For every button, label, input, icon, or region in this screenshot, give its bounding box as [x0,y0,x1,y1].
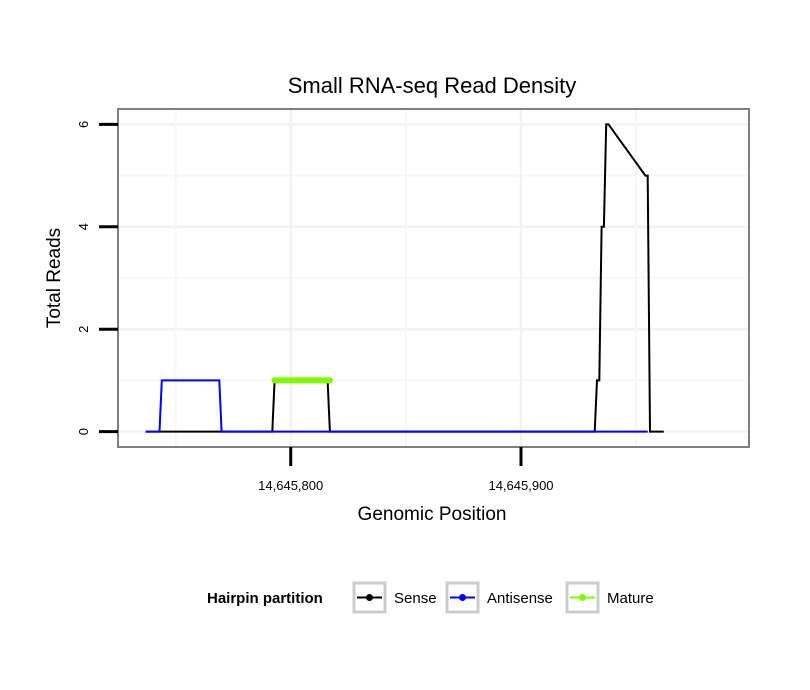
legend-title: Hairpin partition [207,590,323,607]
x-axis-title: Genomic Position [358,504,507,525]
gridlines [118,109,749,447]
legend-label-antisense: Antisense [487,590,553,607]
legend-label-sense: Sense [394,590,437,607]
y-tick-label: 6 [76,121,91,128]
series-layer [145,123,664,433]
y-axis: 0 2 4 6 [76,121,118,435]
legend-label-mature: Mature [607,590,654,607]
y-axis-title: Total Reads [44,228,65,328]
series-line-antisense [145,379,648,433]
legend-key-point-sense [366,594,373,601]
chart-title: Small RNA-seq Read Density [288,73,577,98]
y-tick-label: 0 [76,428,91,435]
y-tick-label: 2 [76,326,91,333]
legend: Hairpin partition Sense Antisense Mature [207,581,654,614]
x-tick-label: 14,645,800 [258,478,323,493]
x-axis: 14,645,800 14,645,900 [258,447,554,493]
plot-border [117,108,750,448]
legend-entries: Sense Antisense Mature [352,581,654,614]
y-tick-label: 4 [76,223,91,230]
legend-key-point-mature [579,594,586,601]
legend-key-point-antisense [459,594,466,601]
x-tick-label: 14,645,900 [488,478,553,493]
